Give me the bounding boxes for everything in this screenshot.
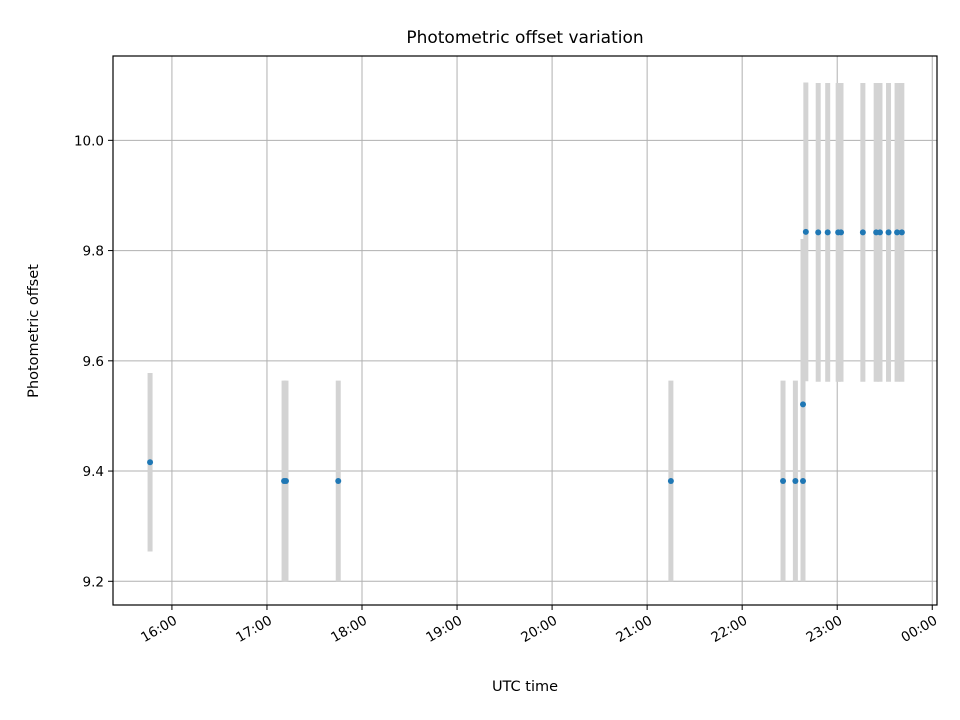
data-point [885, 229, 892, 236]
x-tick-label: 16:00 [138, 613, 180, 646]
chart-title: Photometric offset variation [406, 28, 643, 48]
y-tick-label: 9.4 [83, 464, 104, 480]
x-tick-label: 22:00 [708, 613, 750, 646]
y-tick-label: 9.6 [83, 354, 104, 370]
x-tick-label: 21:00 [613, 613, 655, 646]
data-point [147, 459, 154, 466]
x-tick-label: 19:00 [423, 613, 465, 646]
y-tick-label: 9.8 [83, 244, 104, 260]
y-axis-title: Photometric offset [26, 264, 42, 398]
x-tick-label: 18:00 [328, 613, 370, 646]
point-layer [147, 228, 905, 484]
errorbar-layer [147, 82, 905, 582]
plot-frame [112, 55, 938, 606]
data-point [898, 229, 905, 236]
data-point [799, 477, 806, 484]
data-point [876, 229, 883, 236]
data-point [282, 477, 289, 484]
x-axis-title: UTC time [492, 679, 558, 695]
data-point [824, 229, 831, 236]
grid-layer [113, 56, 937, 605]
data-point [667, 477, 674, 484]
x-tick-label: 17:00 [233, 613, 275, 646]
data-point [838, 229, 845, 236]
data-point [859, 229, 866, 236]
data-point [780, 477, 787, 484]
x-tick-label: 20:00 [518, 613, 560, 646]
x-tick-label: 00:00 [899, 613, 941, 646]
data-point [802, 228, 809, 235]
data-point [792, 477, 799, 484]
tick-layer: 16:00 17:00 18:00 19:00 20:00 21:00 22:00 23:00… [74, 133, 940, 646]
data-point [799, 401, 806, 408]
y-tick-label: 9.2 [83, 574, 104, 590]
y-tick-label: 10.0 [74, 133, 104, 149]
data-point [894, 229, 901, 236]
data-point [815, 229, 822, 236]
data-point [335, 477, 342, 484]
x-tick-label: 23:00 [804, 613, 846, 646]
